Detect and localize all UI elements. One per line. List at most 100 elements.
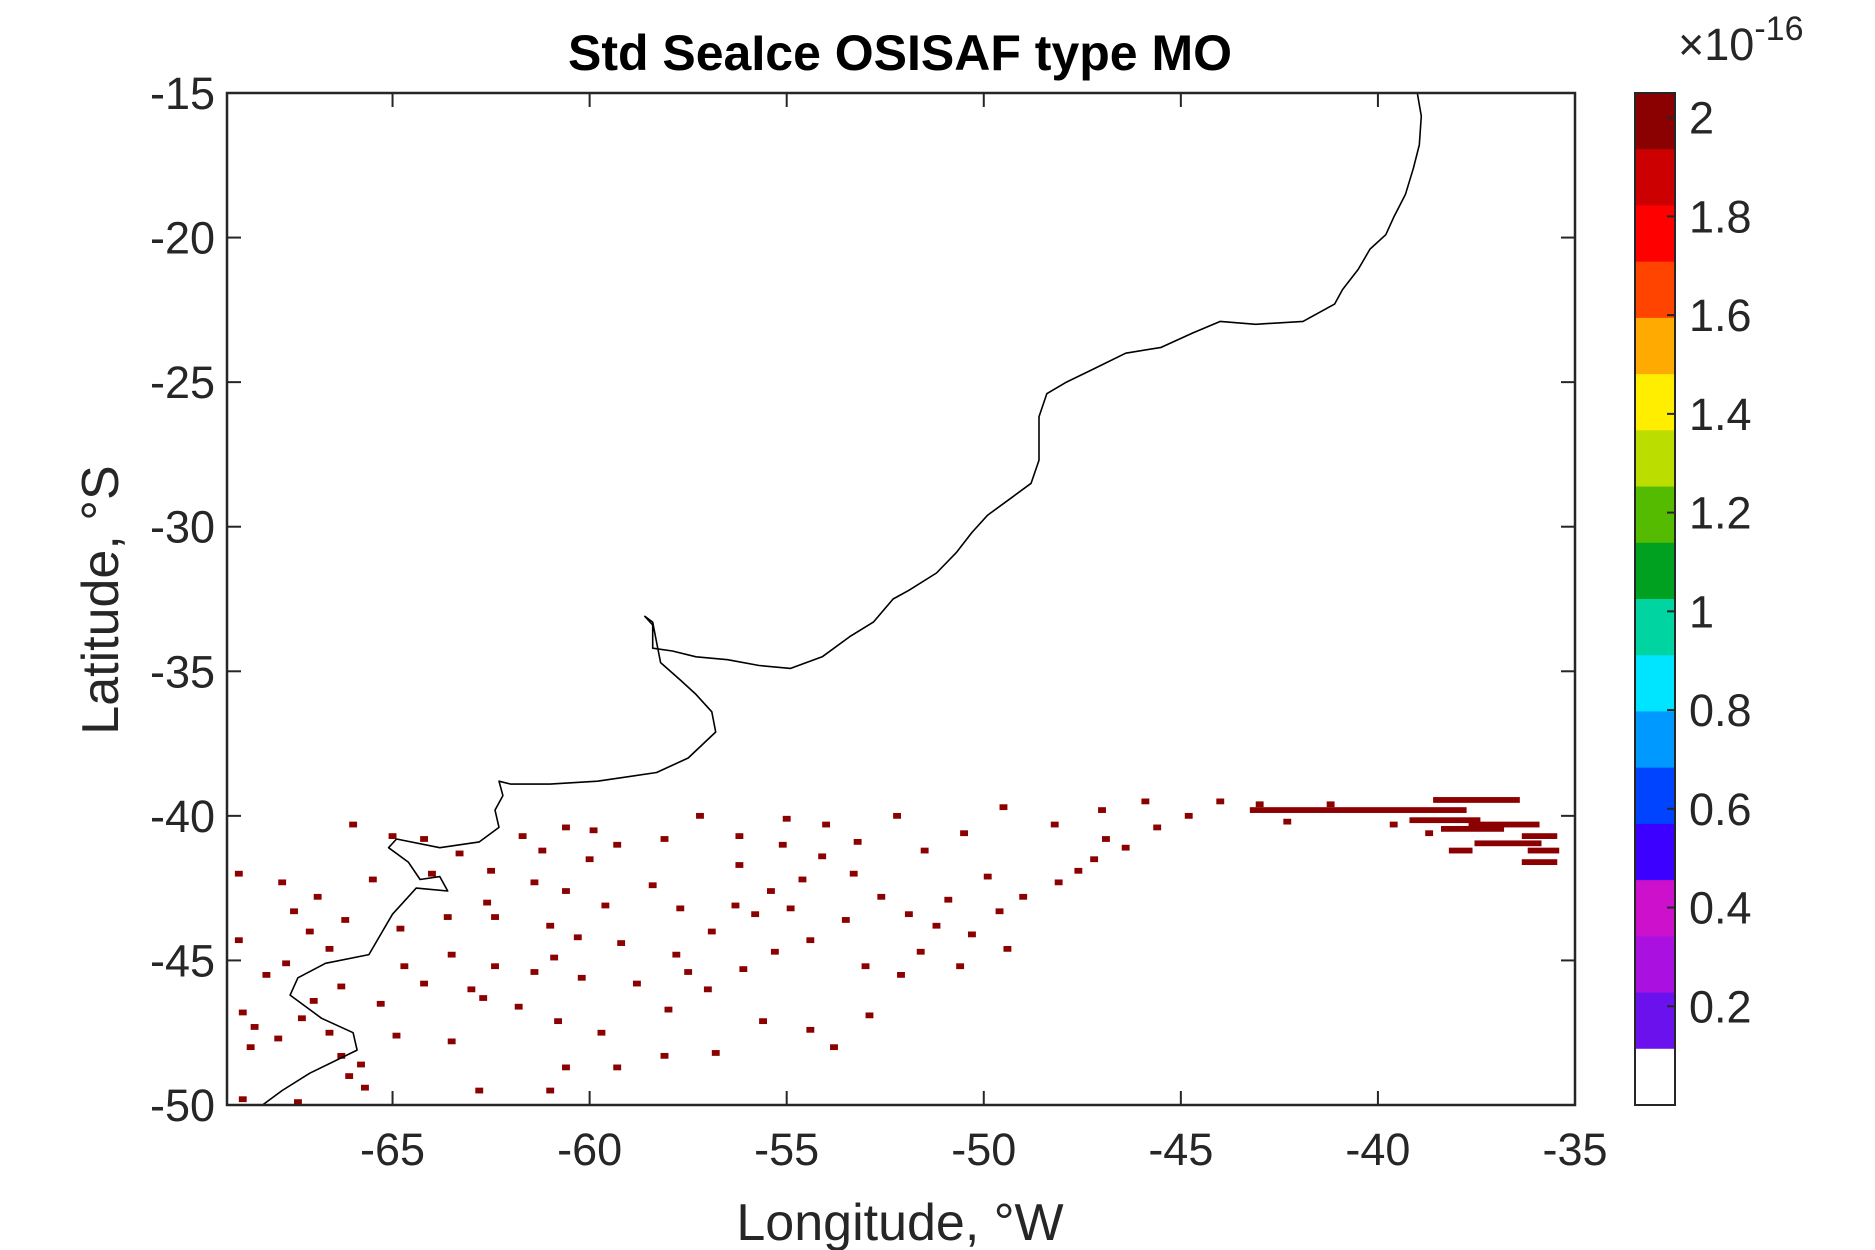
- sea-ice-pixel: [660, 836, 669, 842]
- sea-ice-pixel: [491, 963, 499, 970]
- sea-ice-pixel: [357, 1061, 365, 1068]
- sea-ice-pixel: [396, 925, 405, 932]
- sea-ice-pixel: [562, 1064, 570, 1071]
- sea-ice-pixel: [325, 945, 334, 952]
- coastline-line: [262, 92, 1423, 1106]
- colorbar-tick-label: 2: [1689, 93, 1714, 144]
- colorbar-segment: [1635, 430, 1675, 488]
- sea-ice-pixel: [341, 917, 350, 923]
- x-tick-label: -55: [754, 1124, 819, 1175]
- sea-ice-pixel: [893, 812, 901, 819]
- sea-ice-pixel: [1184, 812, 1193, 819]
- sea-ice-pixel: [479, 995, 488, 1001]
- sea-ice-pixel: [250, 1024, 259, 1030]
- sea-ice-run: [1440, 825, 1505, 832]
- sea-ice-pixel: [1054, 879, 1063, 886]
- colorbar-multiplier-base: ×10: [1678, 19, 1754, 70]
- sea-ice-pixel: [999, 804, 1008, 811]
- sea-ice-pixel: [703, 986, 712, 993]
- sea-ice-pixel: [684, 969, 693, 975]
- sea-ice-run: [1521, 833, 1558, 839]
- sea-ice-pixel: [1050, 821, 1059, 828]
- colorbar-gradient: [1635, 93, 1675, 1106]
- sea-ice-pixel: [676, 905, 685, 912]
- sea-ice-pixel: [865, 1012, 874, 1019]
- colorbar-segment: [1635, 374, 1675, 431]
- y-tick-label: -30: [150, 502, 215, 553]
- x-tick-label: -60: [557, 1124, 622, 1175]
- sea-ice-pixel: [491, 914, 499, 920]
- sea-ice-pixel: [1019, 893, 1028, 900]
- colorbar-tick-label: 1.6: [1689, 290, 1752, 341]
- colorbar-segment: [1635, 261, 1675, 319]
- sea-ice-pixel: [589, 827, 598, 834]
- sea-ice-pixel: [234, 870, 243, 877]
- sea-ice-run: [1249, 807, 1467, 813]
- sea-ice-pixel: [443, 914, 452, 920]
- colorbar-segment: [1635, 149, 1675, 207]
- sea-ice-run: [1448, 847, 1473, 854]
- colorbar: 0.2 0.4 0.6 0.8 1 1.2 1.4 1.6 1.8 2 ×10-16: [1634, 10, 1803, 1106]
- sea-ice-pixel: [305, 928, 314, 935]
- y-tick-label: -40: [150, 791, 215, 842]
- x-tick-label: -50: [951, 1124, 1016, 1175]
- sea-ice-pixel: [290, 908, 298, 915]
- sea-ice-pixel: [613, 1064, 622, 1071]
- map-plot-area: -65 -60 -55 -50 -45 -40 -35 -15 -20 -25 -30 -35 -40…: [150, 68, 1608, 1175]
- sea-ice-pixel: [759, 1018, 767, 1025]
- colorbar-segment: [1635, 205, 1675, 263]
- sea-ice-pixel: [597, 1029, 606, 1036]
- sea-ice-pixel: [932, 922, 941, 929]
- sea-ice-pixel: [573, 934, 582, 941]
- colorbar-segment: [1635, 599, 1675, 656]
- sea-ice-pixel: [877, 893, 886, 900]
- sea-ice-pixel: [349, 821, 358, 828]
- sea-ice-run: [1474, 840, 1542, 847]
- sea-ice-pixel: [648, 882, 657, 889]
- sea-ice-pixel: [1141, 798, 1150, 805]
- sea-ice-run: [1409, 817, 1481, 824]
- sea-ice-pixel: [530, 969, 539, 975]
- sea-ice-pixel: [1098, 807, 1106, 813]
- sea-ice-pixel: [778, 841, 787, 848]
- sea-ice-pixel: [660, 1052, 669, 1059]
- colorbar-segment: [1635, 823, 1675, 881]
- colorbar-segment: [1635, 711, 1675, 769]
- sea-ice-pixel: [546, 1087, 555, 1094]
- sea-ice-pixel: [897, 971, 905, 978]
- sea-ice-pixel: [297, 1015, 306, 1022]
- sea-ice-pixel: [696, 812, 704, 819]
- sea-ice-pixel: [968, 931, 976, 938]
- sea-ice-pixel: [853, 838, 862, 845]
- sea-ice-pixel: [518, 833, 527, 839]
- sea-ice-pixel: [1255, 801, 1264, 808]
- sea-ice-pixel: [983, 873, 992, 880]
- sea-ice-pixel: [739, 966, 748, 972]
- x-axis-ticks: -65 -60 -55 -50 -45 -40 -35: [360, 93, 1608, 1175]
- sea-ice-run: [1527, 847, 1560, 854]
- sea-ice-pixel: [1102, 836, 1110, 842]
- sea-ice-pixel: [632, 980, 641, 987]
- sea-ice-pixel: [995, 908, 1004, 915]
- colorbar-frame: [1634, 92, 1676, 1106]
- colorbar-tick-label: 0.6: [1689, 784, 1752, 835]
- x-tick-label: -35: [1542, 1124, 1607, 1175]
- x-tick-label: -65: [360, 1124, 425, 1175]
- sea-ice-pixel: [400, 963, 409, 970]
- colorbar-segment: [1635, 93, 1675, 150]
- sea-ice-pixel: [672, 951, 681, 958]
- colorbar-tick-label: 0.2: [1689, 981, 1752, 1032]
- sea-ice-pixel: [388, 833, 397, 839]
- sea-ice-pixel: [538, 847, 547, 854]
- sea-ice-pixel: [1121, 844, 1130, 851]
- sea-ice-pixel: [447, 1038, 456, 1045]
- colorbar-segment: [1635, 936, 1675, 994]
- sea-ice-pixel: [960, 830, 969, 837]
- sea-ice-pixel: [956, 963, 965, 970]
- y-tick-label: -50: [150, 1080, 215, 1131]
- colorbar-segment: [1635, 767, 1675, 825]
- sea-ice-pixel: [487, 867, 496, 874]
- sea-ice-pixel: [238, 1096, 247, 1103]
- sea-ice-pixel: [1389, 821, 1398, 828]
